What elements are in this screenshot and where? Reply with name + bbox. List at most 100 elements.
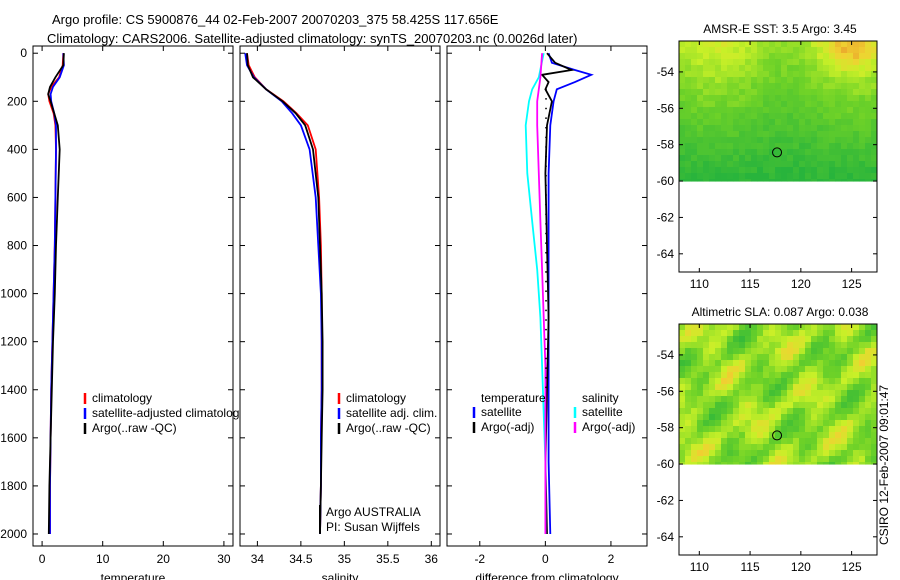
map-cell [835,456,842,463]
map-cell [757,119,764,126]
map-cell [811,95,818,102]
map-cell [775,149,782,156]
map-cell [757,372,764,379]
map-cell [721,149,728,156]
map-cell [739,420,746,427]
x-tick-label: 2 [608,552,615,566]
map-cell [715,324,722,331]
map-cell [823,408,830,415]
map-cell [697,378,704,385]
map-cell [865,53,872,60]
sample-dot [545,194,547,196]
map-cell [823,360,830,367]
map-cell [781,426,788,433]
map-cell [715,143,722,150]
legend-entry: satellite-adjusted climatology [92,406,245,420]
map-cell [775,432,782,439]
map-cell [799,41,806,48]
map-cell [697,324,704,331]
map-cell [805,432,812,439]
map-cell [745,408,752,415]
map-cell [697,71,704,78]
map-cell [811,324,818,331]
map-cell [769,161,776,168]
map-cell [751,384,758,391]
map-cell [799,53,806,60]
map-cell [793,402,800,409]
map-cell [841,155,848,162]
map-cell [721,179,728,182]
map-cell [841,119,848,126]
x-tick-label: 120 [791,277,811,291]
map-cell [841,149,848,156]
map-cell [703,143,710,150]
map-cell [679,167,686,174]
map-cell [685,119,692,126]
map-cell [703,89,710,96]
map-cell [793,119,800,126]
map-cell [751,432,758,439]
map-cell [727,426,734,433]
map-cell [841,390,848,397]
map-cell [739,107,746,114]
map-cell [769,408,776,415]
map-cell [757,450,764,457]
map-cell [817,137,824,144]
map-cell [733,77,740,84]
map-cell [697,354,704,361]
map-cell [787,330,794,337]
map-cell [703,167,710,174]
map-cell [691,173,698,180]
map-cell [721,161,728,168]
map-cell [727,113,734,120]
map-cell [859,65,866,72]
map-cell [775,366,782,373]
map-cell [781,107,788,114]
map-cell [781,47,788,54]
map-cell [829,95,836,102]
map-cell [763,324,770,331]
map-cell [775,77,782,84]
map-cell [703,372,710,379]
map-cell [727,179,734,182]
map-cell [811,71,818,78]
map-cell [763,408,770,415]
map-frame [678,323,878,556]
map-cell [865,101,872,108]
map-cell [733,330,740,337]
map-cell [859,143,866,150]
map-cell [763,137,770,144]
map-cell [841,173,848,180]
map-cell [817,444,824,451]
map-cell [715,426,722,433]
map-cell [805,426,812,433]
map-cell [739,366,746,373]
map-cell [679,59,686,66]
map-cell [823,324,830,331]
map-cell [757,107,764,114]
map-cell [799,137,806,144]
map-cell [853,47,860,54]
map-cell [847,71,854,78]
map-cell [823,330,830,337]
header-line-2: Climatology: CARS2006. Satellite-adjuste… [47,31,577,46]
map-cell [757,402,764,409]
map-cell [757,432,764,439]
map-cell [691,167,698,174]
map-cell [685,408,692,415]
map-cell [751,155,758,162]
map-cell [697,336,704,343]
map-cell [823,149,830,156]
map-cell [841,47,848,54]
map-cell [847,438,854,445]
map-cell [775,438,782,445]
map-cell [781,113,788,120]
map-cell [709,378,716,385]
map-cell [805,77,812,84]
y-tick-label: 1400 [0,383,27,397]
y-tick-label: 1000 [0,287,27,301]
map-cell [829,125,836,132]
map-cell [679,414,686,421]
map-cell [793,348,800,355]
map-cell [799,426,806,433]
